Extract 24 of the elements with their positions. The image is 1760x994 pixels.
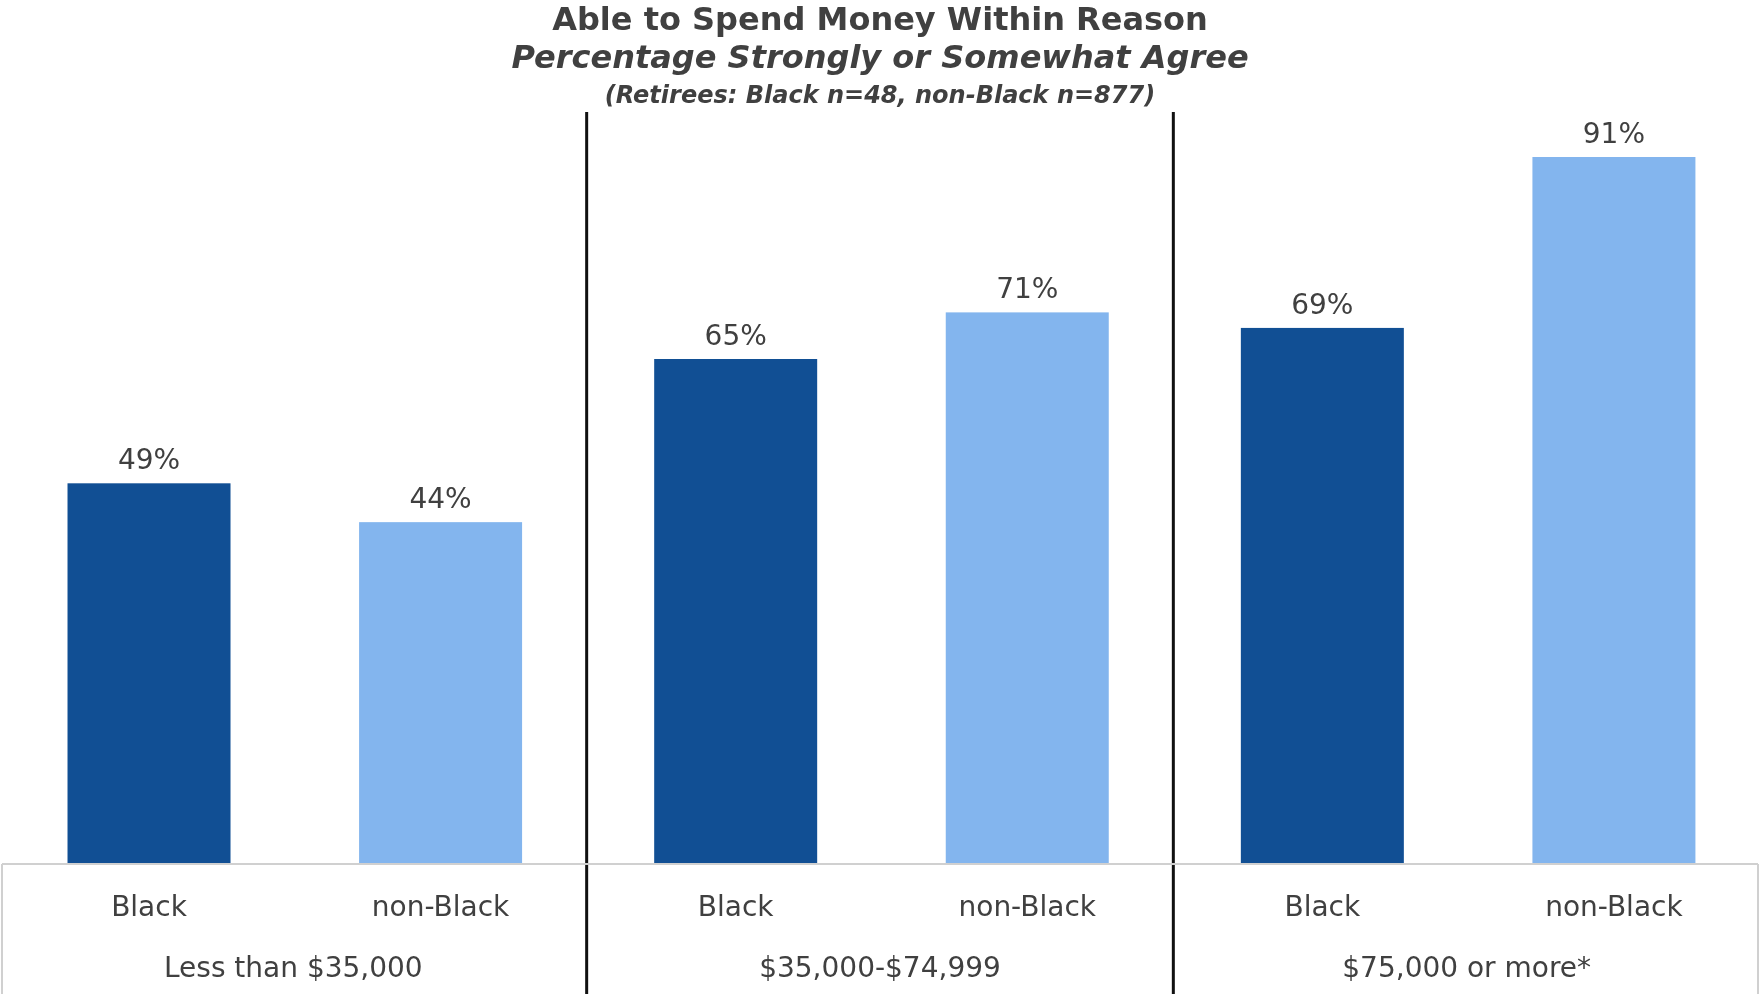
chart-title: Able to Spend Money Within Reason [552,0,1208,38]
data-label: 44% [409,482,472,516]
data-label: 71% [996,272,1059,306]
data-label: 65% [704,319,767,352]
bar [1240,327,1404,864]
text: Black [697,890,774,923]
data-label: 69% [1291,287,1354,321]
x-tick-label: $35,000-$74,999 [759,951,1001,984]
series-label: non-Black [371,890,511,923]
bar [654,359,818,864]
bar [1532,157,1696,864]
x-tick-label: $75,000 or more* [1342,951,1592,984]
series-label: Black [111,890,188,923]
chart-subtitle: Percentage Strongly or Somewhat Agree [511,38,1249,76]
x-tick-label: Less than $35,000 [163,951,423,984]
text: Black [1284,890,1361,923]
bar [945,312,1109,864]
data-label: 91% [1582,117,1646,150]
bar [359,522,523,864]
text: non-Black [1545,890,1683,923]
bar [67,483,231,864]
text: non-Black [958,890,1096,923]
text: (Retirees: Black n=48, non-Black n=877) [604,81,1156,109]
data-label: 49% [117,443,181,477]
